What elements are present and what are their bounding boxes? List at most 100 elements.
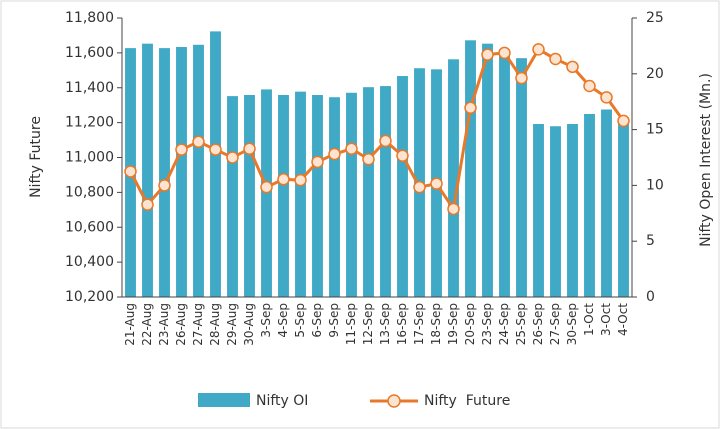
bar bbox=[584, 113, 595, 297]
y-tick-label: 10,600 bbox=[65, 219, 114, 235]
line-marker bbox=[141, 198, 154, 211]
x-tick-label: 22-Aug bbox=[140, 303, 154, 346]
bar bbox=[482, 43, 493, 297]
bar bbox=[465, 40, 476, 297]
bar bbox=[380, 86, 391, 298]
x-tick-label: 4-Sep bbox=[276, 303, 290, 338]
bar bbox=[516, 58, 527, 298]
bar bbox=[244, 95, 255, 297]
bar bbox=[193, 44, 204, 298]
legend-swatch bbox=[198, 393, 250, 407]
line-marker bbox=[396, 149, 409, 163]
line-marker bbox=[243, 142, 256, 156]
y-tick-label: 11,200 bbox=[65, 115, 114, 131]
x-tick-label: 27-Sep bbox=[548, 303, 562, 345]
x-tick-label: 17-Sep bbox=[412, 303, 426, 345]
bar bbox=[159, 48, 170, 297]
x-tick-label: 20-Sep bbox=[463, 303, 477, 345]
y-tick-label: 11,400 bbox=[65, 80, 114, 96]
bar bbox=[533, 124, 544, 298]
y-tick-label: 11,000 bbox=[65, 150, 114, 166]
legend-marker bbox=[387, 394, 401, 408]
x-tick-label: 26-Aug bbox=[174, 303, 188, 346]
x-tick-label: 30-Aug bbox=[242, 303, 256, 346]
bar bbox=[363, 87, 374, 297]
y2-tick-label: 10 bbox=[646, 177, 664, 193]
line-marker bbox=[379, 134, 392, 148]
x-tick-label: 1-Oct bbox=[582, 303, 596, 336]
line-marker bbox=[464, 101, 477, 115]
line-marker bbox=[515, 71, 528, 85]
line-marker bbox=[294, 173, 307, 187]
line-marker bbox=[600, 91, 613, 104]
line-marker bbox=[209, 143, 222, 156]
x-tick-label: 28-Aug bbox=[208, 303, 222, 346]
x-tick-label: 30-Sep bbox=[565, 303, 579, 345]
line-marker bbox=[124, 165, 137, 178]
bar bbox=[312, 95, 323, 297]
x-tick-label: 16-Sep bbox=[395, 303, 409, 345]
x-tick-label: 6-Sep bbox=[310, 303, 324, 338]
x-tick-label: 23-Aug bbox=[157, 303, 171, 346]
line-marker bbox=[617, 114, 630, 128]
y-tick-label: 10,400 bbox=[65, 254, 114, 270]
x-tick-label: 13-Sep bbox=[378, 303, 392, 345]
line-marker bbox=[532, 43, 545, 56]
x-tick-label: 27-Aug bbox=[191, 303, 205, 346]
x-tick-label: 3-Oct bbox=[599, 303, 613, 336]
y-tick-label: 10,800 bbox=[65, 184, 114, 200]
x-tick-label: 24-Sep bbox=[497, 303, 511, 345]
bar bbox=[295, 91, 306, 297]
y2-tick-label: 25 bbox=[646, 10, 664, 26]
x-tick-label: 21-Aug bbox=[123, 303, 137, 346]
bar bbox=[601, 109, 612, 298]
bar bbox=[278, 95, 289, 297]
bar bbox=[448, 59, 459, 298]
x-tick-label: 23-Sep bbox=[480, 303, 494, 345]
x-tick-label: 5-Sep bbox=[293, 303, 307, 338]
line-marker bbox=[430, 177, 443, 190]
line-marker bbox=[260, 180, 273, 194]
bar bbox=[618, 117, 629, 297]
bar bbox=[346, 92, 357, 297]
bar bbox=[210, 31, 221, 298]
y2-tick-label: 20 bbox=[646, 66, 664, 82]
line-marker bbox=[277, 173, 290, 186]
y-tick-label: 11,800 bbox=[65, 10, 114, 26]
line-marker bbox=[192, 135, 205, 149]
line-marker bbox=[175, 143, 188, 156]
line-marker bbox=[158, 179, 171, 192]
line-marker bbox=[481, 48, 494, 61]
y2-tick-label: 5 bbox=[646, 233, 655, 249]
y-axis-label: Nifty Future bbox=[28, 116, 44, 198]
x-tick-label: 11-Sep bbox=[344, 303, 358, 345]
x-tick-label: 3-Sep bbox=[259, 303, 273, 338]
line-marker bbox=[498, 46, 511, 60]
line-marker bbox=[328, 147, 341, 161]
bar bbox=[567, 124, 578, 298]
line-marker bbox=[583, 79, 596, 93]
bar bbox=[550, 126, 561, 297]
line-marker bbox=[362, 152, 375, 166]
line-marker bbox=[311, 155, 324, 169]
line-marker bbox=[549, 52, 562, 66]
x-tick-label: 12-Sep bbox=[361, 303, 375, 345]
line-marker bbox=[226, 151, 239, 164]
line-marker bbox=[345, 142, 358, 156]
x-tick-label: 18-Sep bbox=[429, 303, 443, 345]
legend-label: Nifty Future bbox=[424, 393, 510, 409]
legend-label: Nifty OI bbox=[256, 393, 308, 409]
line-marker bbox=[447, 202, 460, 216]
y-tick-label: 11,600 bbox=[65, 45, 114, 61]
y2-tick-label: 15 bbox=[646, 122, 664, 138]
bar bbox=[397, 76, 408, 297]
y2-axis-label: Nifty Open Interest (Mn.) bbox=[698, 73, 714, 247]
y-tick-label: 10,200 bbox=[65, 289, 114, 305]
bar bbox=[176, 47, 187, 298]
x-tick-label: 4-Oct bbox=[616, 303, 630, 336]
y2-tick-label: 0 bbox=[646, 289, 655, 305]
line-marker bbox=[566, 60, 579, 74]
line-marker bbox=[413, 180, 426, 194]
